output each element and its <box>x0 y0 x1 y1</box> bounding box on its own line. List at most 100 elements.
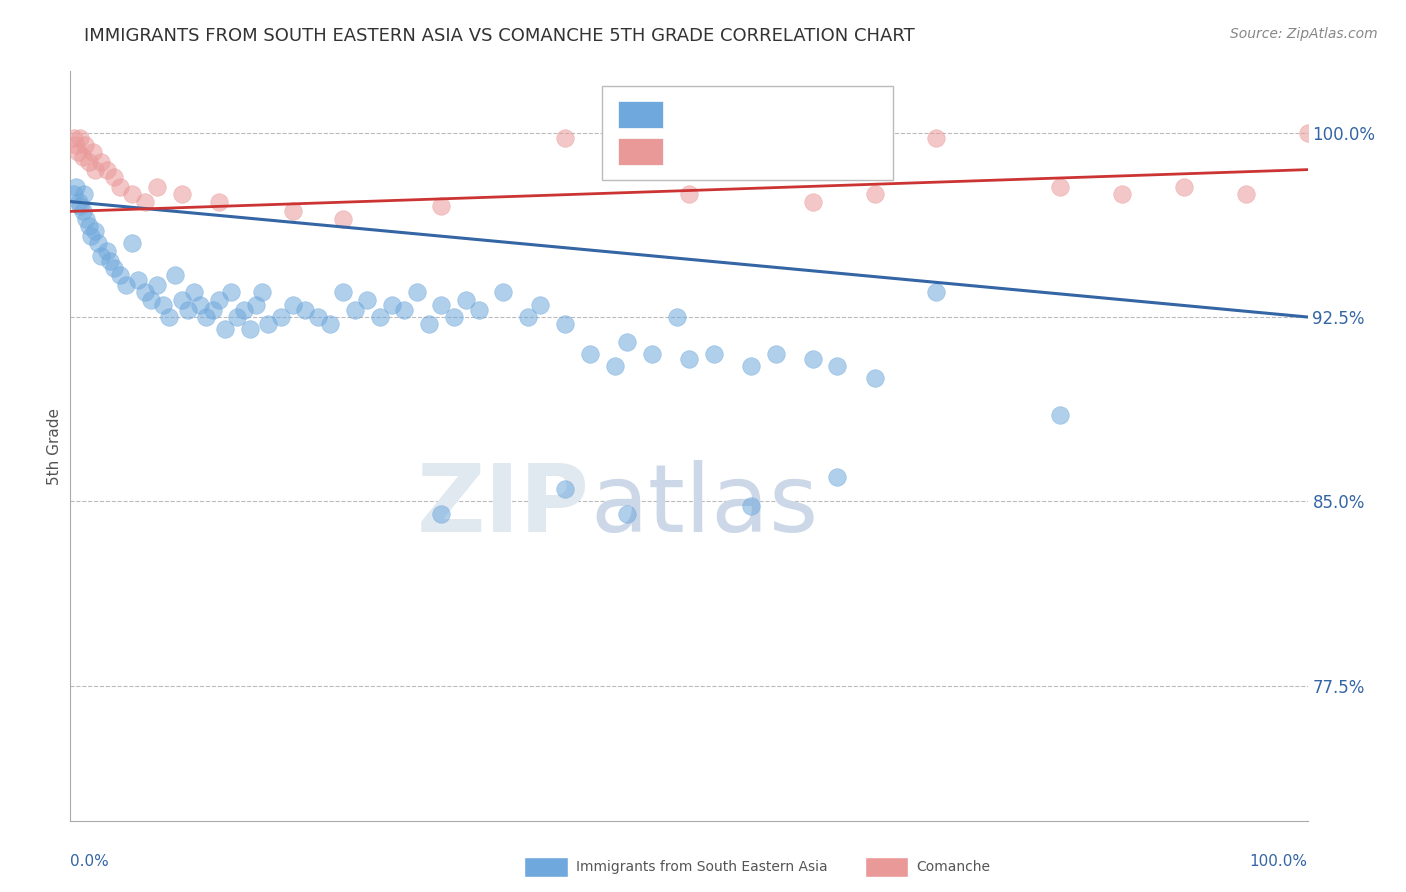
Point <box>603 359 626 373</box>
Point <box>517 310 540 324</box>
Point <box>307 310 329 324</box>
Point <box>925 285 948 300</box>
Point <box>226 310 249 324</box>
Point <box>65 138 87 153</box>
FancyBboxPatch shape <box>619 138 664 165</box>
Point <box>740 499 762 513</box>
Text: R =  0.426: R = 0.426 <box>676 143 776 161</box>
Point <box>73 187 96 202</box>
Point <box>201 302 224 317</box>
Point <box>69 130 91 145</box>
Point <box>281 298 304 312</box>
Point <box>77 155 100 169</box>
Point <box>294 302 316 317</box>
Point <box>1111 187 1133 202</box>
Point <box>356 293 378 307</box>
Point <box>157 310 180 324</box>
Point <box>72 150 94 164</box>
Point <box>146 179 169 194</box>
Point <box>418 318 440 332</box>
Point <box>115 278 138 293</box>
Point <box>98 253 121 268</box>
Text: atlas: atlas <box>591 460 818 552</box>
Point <box>925 130 948 145</box>
Point <box>319 318 342 332</box>
Point <box>170 187 193 202</box>
Point <box>86 236 108 251</box>
Point <box>703 347 725 361</box>
Point <box>332 285 354 300</box>
Text: 100.0%: 100.0% <box>1250 855 1308 870</box>
Text: IMMIGRANTS FROM SOUTH EASTERN ASIA VS COMANCHE 5TH GRADE CORRELATION CHART: IMMIGRANTS FROM SOUTH EASTERN ASIA VS CO… <box>84 27 915 45</box>
Point <box>678 351 700 366</box>
Point <box>245 298 267 312</box>
Point <box>554 318 576 332</box>
Point <box>239 322 262 336</box>
Point <box>616 507 638 521</box>
Point <box>75 211 97 226</box>
Point <box>219 285 242 300</box>
Text: 0.0%: 0.0% <box>70 855 110 870</box>
Point <box>492 285 515 300</box>
Point <box>665 310 688 324</box>
Point <box>579 347 602 361</box>
Point <box>108 179 131 194</box>
Text: ZIP: ZIP <box>418 460 591 552</box>
Point <box>170 293 193 307</box>
Point <box>82 145 104 160</box>
Point <box>827 359 849 373</box>
Point <box>208 194 231 209</box>
Point <box>90 249 112 263</box>
Point <box>134 194 156 209</box>
Point <box>1049 409 1071 423</box>
Point <box>641 347 664 361</box>
Point <box>443 310 465 324</box>
Point <box>863 371 886 385</box>
Point <box>188 298 211 312</box>
Point <box>270 310 292 324</box>
Text: Source: ZipAtlas.com: Source: ZipAtlas.com <box>1230 27 1378 41</box>
Point <box>103 169 125 184</box>
Point <box>121 236 143 251</box>
Text: R = -0.142: R = -0.142 <box>676 105 776 123</box>
Point <box>467 302 489 317</box>
Point <box>77 219 100 234</box>
Point <box>152 298 174 312</box>
Point <box>343 302 366 317</box>
Point <box>1296 126 1319 140</box>
Point <box>616 334 638 349</box>
Point <box>67 194 90 209</box>
Point <box>65 179 87 194</box>
Point <box>554 130 576 145</box>
Point <box>96 162 118 177</box>
Text: Immigrants from South Eastern Asia: Immigrants from South Eastern Asia <box>576 860 828 874</box>
Point <box>63 130 86 145</box>
Point <box>250 285 273 300</box>
Point <box>801 351 824 366</box>
Point <box>69 199 91 213</box>
Point <box>405 285 427 300</box>
FancyBboxPatch shape <box>602 87 893 180</box>
Point <box>430 298 453 312</box>
Point <box>1234 187 1257 202</box>
Point <box>183 285 205 300</box>
Point <box>678 187 700 202</box>
Point <box>177 302 200 317</box>
Point <box>208 293 231 307</box>
Point <box>281 204 304 219</box>
Text: Comanche: Comanche <box>917 860 991 874</box>
Point <box>430 199 453 213</box>
Point <box>80 229 103 244</box>
Point <box>332 211 354 226</box>
Point <box>863 187 886 202</box>
Point <box>127 273 149 287</box>
Point <box>121 187 143 202</box>
Point <box>165 268 187 283</box>
Point <box>554 482 576 496</box>
Point <box>1173 179 1195 194</box>
Point <box>108 268 131 283</box>
Point <box>232 302 254 317</box>
Point <box>381 298 404 312</box>
Point <box>96 244 118 258</box>
Point <box>66 145 89 160</box>
